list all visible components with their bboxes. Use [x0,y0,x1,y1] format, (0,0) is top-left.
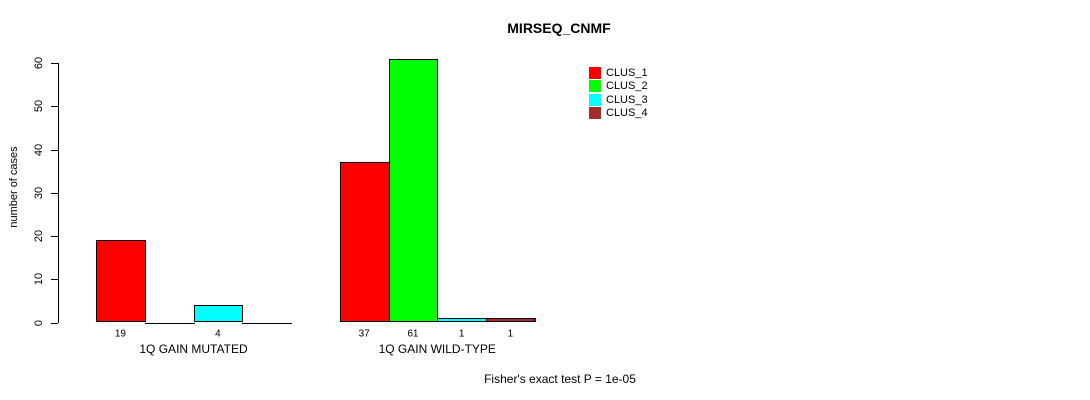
bar-value-label: 4 [215,328,221,340]
y-tick [51,279,58,281]
y-tick [51,322,58,324]
y-tick [51,149,58,151]
legend-swatch-clus_1 [589,67,601,79]
bar-value-label: 1 [507,328,514,340]
bar-clus_1-group1 [96,240,146,323]
y-tick-label: 50 [33,100,45,113]
legend-swatch-clus_2 [589,80,601,93]
legend-label: CLUS_2 [606,80,648,93]
legend-item-clus_2: CLUS_2 [589,80,648,93]
legend-label: CLUS_1 [606,67,648,79]
y-tick [51,236,58,237]
y-tick [51,63,58,64]
bar-clus_2-group2 [388,58,439,323]
group-label: 1Q GAIN MUTATED [139,341,248,356]
footer-note: Fisher's exact test P = 1e-05 [484,372,636,386]
chart-title: MIRSEQ_CNMF [507,20,611,36]
legend-item-clus_4: CLUS_4 [589,107,648,120]
legend-item-clus_3: CLUS_3 [589,93,648,106]
bar-clus_3-group1 [193,305,244,323]
bar-value-label: 61 [407,328,419,340]
legend-label: CLUS_3 [606,93,648,106]
y-tick [51,192,58,194]
bar-clus_4-group2 [486,318,536,323]
y-tick-label: 20 [33,229,45,243]
y-tick-label: 40 [33,143,45,156]
bar-clus_4-group1-zero [242,322,292,324]
bar-clus_1-group2 [339,162,390,323]
bar-clus_3-group2 [437,318,487,323]
bar-value-label: 37 [358,328,370,340]
legend-swatch-clus_3 [589,93,601,106]
y-axis-title: number of cases [8,146,20,228]
group-label: 1Q GAIN WILD-TYPE [378,341,496,356]
bar-value-label: 19 [114,328,126,340]
y-tick-label: 30 [33,186,45,199]
y-tick-label: 10 [33,273,45,286]
legend-item-clus_1: CLUS_1 [589,67,648,80]
legend-label: CLUS_4 [606,107,648,120]
bar-clus_2-group1-zero [144,322,195,324]
y-axis [58,63,59,323]
y-tick-label: 0 [33,319,45,326]
bar-value-label: 1 [458,328,465,340]
y-tick [51,106,58,108]
y-tick-label: 60 [33,56,45,70]
legend-swatch-clus_4 [589,107,601,120]
